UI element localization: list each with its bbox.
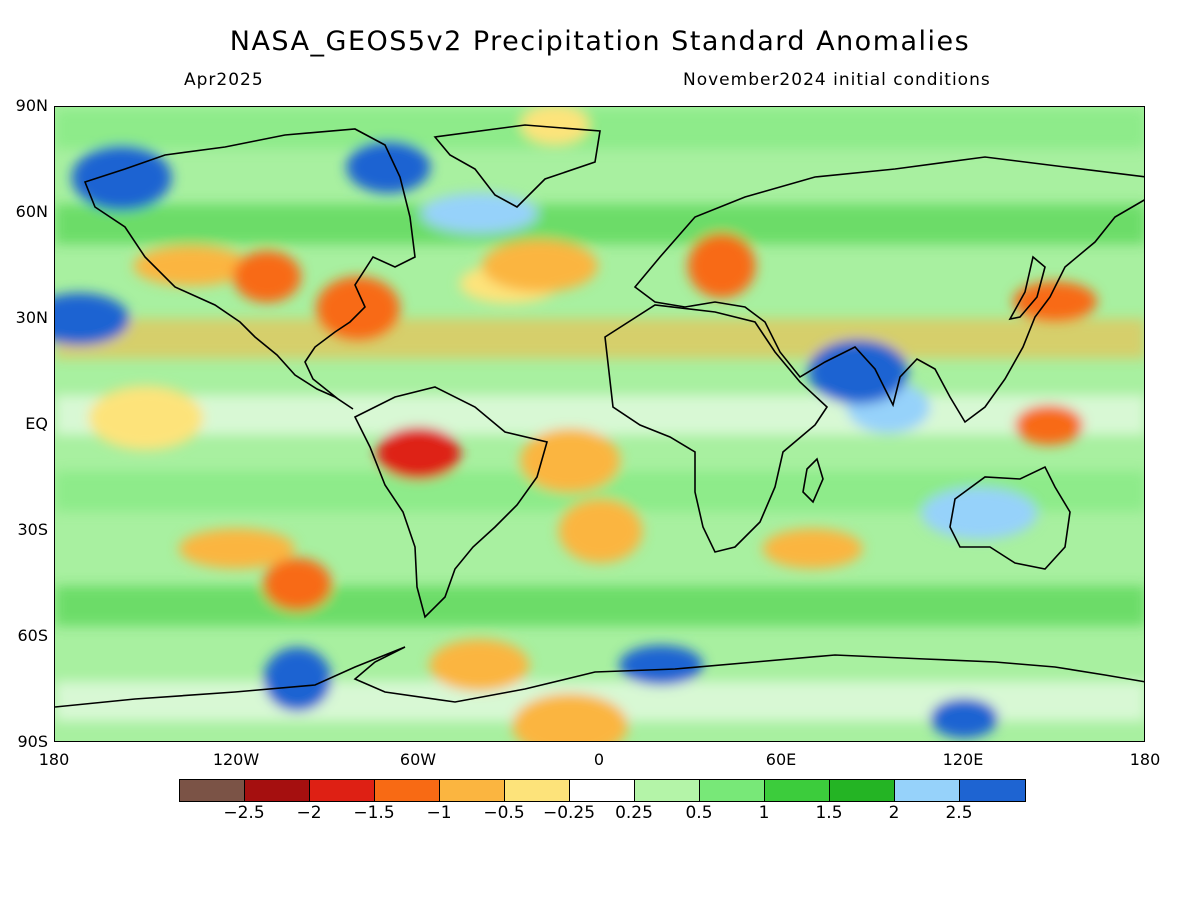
colorbar-swatch-9 — [765, 780, 830, 801]
lon-label-180e: 180 — [1129, 750, 1161, 769]
anomaly-region — [762, 528, 863, 569]
anomaly-region — [930, 698, 999, 739]
colorbar-tick-label: −2 — [296, 803, 322, 823]
lon-label-120w: 120W — [212, 750, 260, 769]
anomaly-band — [55, 585, 1144, 626]
coastline-north-america — [83, 128, 416, 410]
colorbar-tick-label: 1 — [758, 803, 770, 823]
colorbar-swatch-1 — [245, 780, 310, 801]
anomaly-region — [521, 107, 590, 145]
coastline-greenland — [433, 124, 601, 208]
anomaly-region — [263, 558, 332, 610]
colorbar-swatch-7 — [635, 780, 700, 801]
anomaly-region — [558, 499, 643, 563]
anomaly-region — [316, 276, 401, 341]
anomaly-region — [346, 141, 431, 194]
lat-label-eq: EQ — [25, 414, 48, 433]
anomaly-region — [687, 234, 756, 298]
coastline-eurasia — [633, 156, 1144, 424]
lon-label-0: 0 — [593, 750, 605, 769]
anomaly-region — [1015, 405, 1084, 445]
colorbar-swatch-6 — [570, 780, 635, 801]
anomaly-region — [71, 145, 172, 210]
anomaly-region — [376, 427, 461, 480]
coastline-south-america — [353, 386, 548, 619]
anomaly-region — [429, 639, 530, 692]
colorbar-swatch-10 — [830, 780, 895, 801]
colorbar-swatch-2 — [310, 780, 375, 801]
map-canvas — [55, 107, 1144, 741]
lon-label-60w: 60W — [399, 750, 437, 769]
colorbar-tick-label: −0.5 — [483, 803, 525, 823]
anomaly-region — [133, 246, 250, 286]
colorbar-tick-label: 0.5 — [685, 803, 713, 823]
anomaly-region — [421, 193, 538, 233]
colorbar-tick-label: 1.5 — [815, 803, 843, 823]
lon-label-60e: 60E — [765, 750, 797, 769]
lat-label-90s: 90S — [17, 732, 48, 751]
coastline-africa — [604, 304, 829, 553]
forecast-month: Apr2025 — [184, 70, 264, 90]
anomaly-region — [808, 340, 909, 404]
colorbar-tick-label: 2 — [888, 803, 900, 823]
anomaly-band — [55, 395, 1144, 435]
anomaly-region — [233, 250, 302, 303]
coastline-japan — [1008, 255, 1046, 321]
colorbar-tick-label: −0.25 — [542, 803, 596, 823]
anomaly-region — [921, 487, 1038, 540]
colorbar-swatch-4 — [440, 780, 505, 801]
initial-conditions: November2024 initial conditions — [683, 70, 991, 90]
anomaly-region — [481, 240, 598, 292]
colorbar-swatch-8 — [700, 780, 765, 801]
anomaly-region — [263, 647, 332, 712]
colorbar-swatch-12 — [960, 780, 1025, 801]
anomaly-region — [55, 293, 130, 345]
colorbar-swatch-0 — [180, 780, 245, 801]
colorbar-tick-label: 0.25 — [615, 803, 653, 823]
anomaly-map — [54, 106, 1145, 742]
coastline-antarctica — [55, 646, 1144, 708]
anomaly-region — [512, 693, 629, 741]
lat-label-30s: 30S — [17, 520, 48, 539]
colorbar-tick-label: −2.5 — [223, 803, 265, 823]
anomaly-band — [55, 204, 1144, 245]
colorbar-tick-label: 2.5 — [945, 803, 973, 823]
lon-label-120e: 120E — [942, 750, 984, 769]
lat-label-90n: 90N — [15, 96, 48, 115]
anomaly-band — [55, 318, 1144, 359]
coastline-madagascar — [802, 457, 824, 504]
anomaly-region — [87, 385, 204, 450]
lat-label-60n: 60N — [15, 202, 48, 221]
coastlines — [55, 124, 1144, 708]
anomaly-band — [55, 108, 1144, 149]
anomaly-region — [1013, 281, 1098, 322]
colorbar-tick-label: −1.5 — [353, 803, 395, 823]
anomaly-region — [178, 528, 295, 569]
anomaly-region — [619, 645, 704, 686]
map-title: NASA_GEOS5v2 Precipitation Standard Anom… — [229, 26, 971, 57]
lat-label-60s: 60S — [17, 626, 48, 645]
colorbar-swatch-5 — [505, 780, 570, 801]
anomaly-region — [520, 428, 621, 493]
lon-label-180w: 180 — [38, 750, 70, 769]
lat-label-30n: 30N — [15, 308, 48, 327]
coastline-australia — [949, 465, 1071, 570]
colorbar-swatch-3 — [375, 780, 440, 801]
anomaly-field — [55, 107, 1144, 741]
colorbar — [179, 779, 1026, 802]
colorbar-swatch-11 — [895, 780, 960, 801]
colorbar-tick-label: −1 — [426, 803, 452, 823]
